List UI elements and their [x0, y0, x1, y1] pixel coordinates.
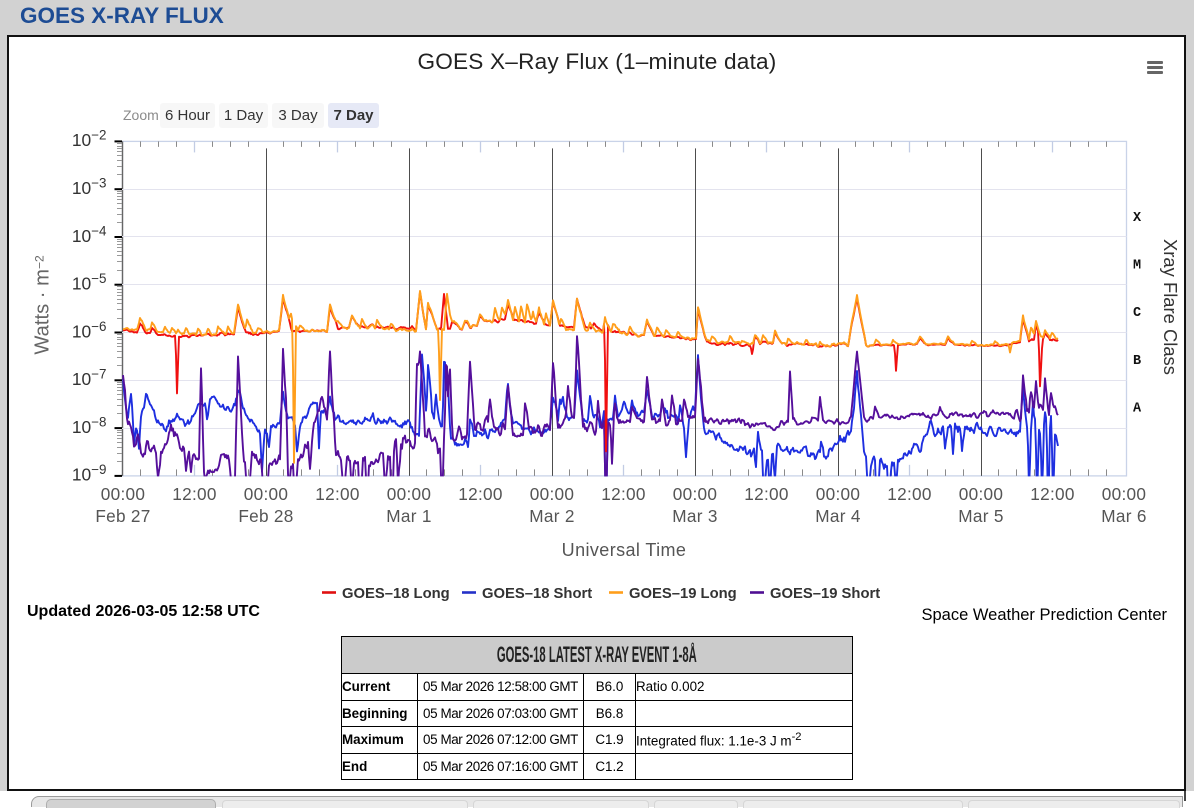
svg-text:00:00: 00:00 — [673, 484, 718, 504]
svg-text:B: B — [1133, 354, 1141, 369]
svg-text:A: A — [1133, 402, 1142, 417]
svg-text:12:00: 12:00 — [1030, 484, 1075, 504]
svg-text:Mar 1: Mar 1 — [386, 506, 431, 526]
svg-text:Mar 2: Mar 2 — [529, 506, 574, 526]
svg-text:10−6: 10−6 — [72, 319, 107, 342]
svg-text:Watts · m−2: Watts · m−2 — [32, 255, 54, 355]
svg-text:10−7: 10−7 — [72, 367, 107, 390]
svg-text:00:00: 00:00 — [244, 484, 289, 504]
svg-text:10−2: 10−2 — [72, 128, 107, 151]
svg-text:Mar 3: Mar 3 — [672, 506, 717, 526]
svg-text:Mar 5: Mar 5 — [958, 506, 1003, 526]
svg-text:GOES–18 Short: GOES–18 Short — [482, 586, 592, 602]
svg-text:X: X — [1133, 211, 1142, 226]
svg-text:10−8: 10−8 — [72, 414, 107, 437]
svg-text:10−9: 10−9 — [72, 462, 107, 485]
svg-text:12:00: 12:00 — [458, 484, 503, 504]
svg-text:Feb 27: Feb 27 — [95, 506, 150, 526]
svg-text:12:00: 12:00 — [744, 484, 789, 504]
svg-text:Universal Time: Universal Time — [562, 540, 687, 560]
svg-text:00:00: 00:00 — [1102, 484, 1147, 504]
svg-text:12:00: 12:00 — [172, 484, 217, 504]
svg-text:12:00: 12:00 — [887, 484, 932, 504]
svg-text:10−3: 10−3 — [72, 176, 107, 199]
svg-text:12:00: 12:00 — [315, 484, 360, 504]
svg-text:00:00: 00:00 — [530, 484, 575, 504]
svg-text:GOES–18 Long: GOES–18 Long — [342, 586, 450, 602]
svg-text:00:00: 00:00 — [387, 484, 432, 504]
svg-text:GOES–19 Short: GOES–19 Short — [770, 586, 880, 602]
svg-text:00:00: 00:00 — [959, 484, 1004, 504]
svg-text:00:00: 00:00 — [101, 484, 146, 504]
svg-text:Xray Flare Class: Xray Flare Class — [1160, 239, 1181, 375]
svg-text:M: M — [1133, 259, 1141, 274]
svg-text:00:00: 00:00 — [816, 484, 861, 504]
svg-text:C: C — [1133, 306, 1141, 321]
svg-text:10−4: 10−4 — [72, 223, 107, 246]
svg-text:GOES–19 Long: GOES–19 Long — [629, 586, 737, 602]
svg-text:Mar 4: Mar 4 — [815, 506, 861, 526]
svg-text:10−5: 10−5 — [72, 271, 107, 294]
svg-text:Mar 6: Mar 6 — [1101, 506, 1146, 526]
svg-text:Feb 28: Feb 28 — [238, 506, 293, 526]
svg-text:12:00: 12:00 — [601, 484, 646, 504]
